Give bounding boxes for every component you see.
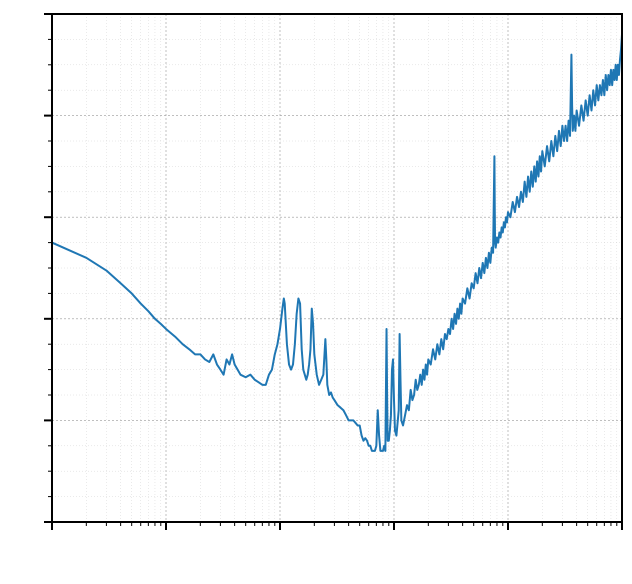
chart-container xyxy=(0,0,632,584)
line-chart xyxy=(0,0,632,584)
